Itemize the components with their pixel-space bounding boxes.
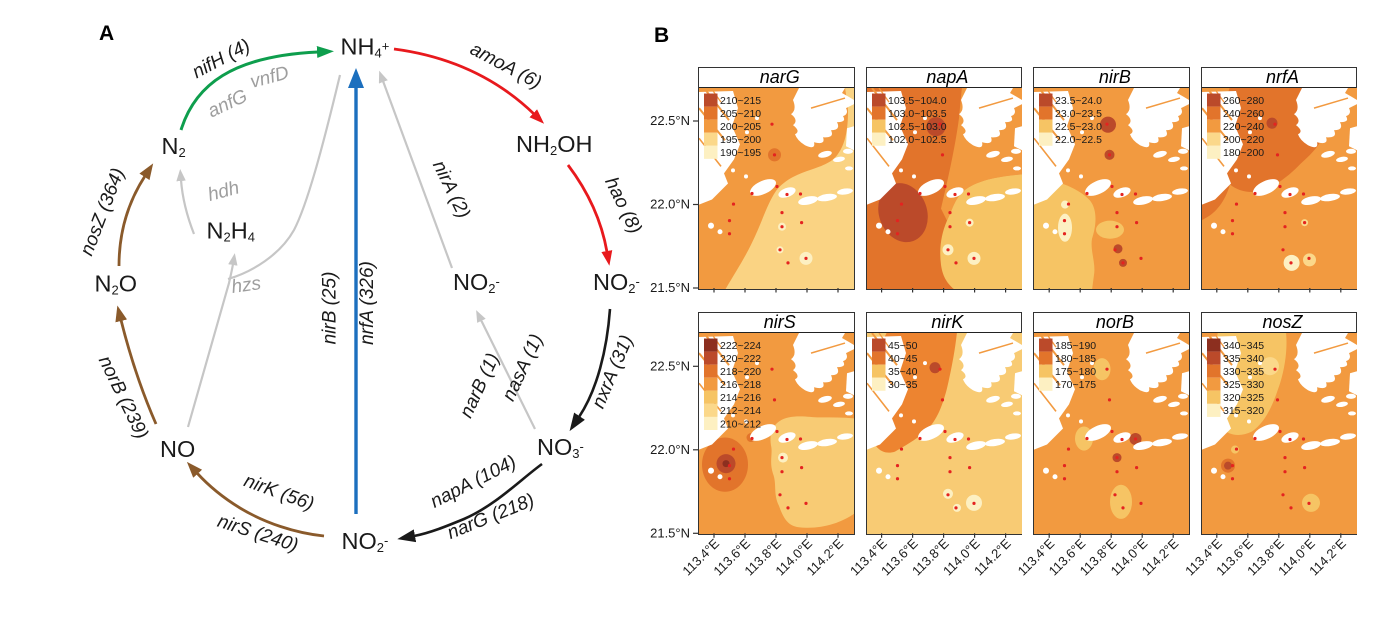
svg-text:214~216: 214~216 bbox=[720, 392, 761, 404]
svg-text:330~335: 330~335 bbox=[1223, 366, 1264, 378]
svg-text:N2: N2 bbox=[162, 133, 186, 160]
svg-text:22.0°N: 22.0°N bbox=[650, 197, 690, 212]
svg-text:340~345: 340~345 bbox=[1223, 340, 1264, 352]
svg-text:45~50: 45~50 bbox=[888, 340, 918, 352]
svg-text:325~330: 325~330 bbox=[1223, 379, 1264, 391]
svg-text:22.5~23.0: 22.5~23.0 bbox=[1055, 120, 1102, 132]
svg-text:220~240: 220~240 bbox=[1223, 120, 1264, 132]
svg-text:nrfA (326): nrfA (326) bbox=[357, 261, 378, 345]
svg-text:216~218: 216~218 bbox=[720, 379, 761, 391]
svg-text:N2O: N2O bbox=[95, 271, 138, 298]
svg-text:205~210: 205~210 bbox=[720, 107, 761, 119]
svg-text:NO2-: NO2- bbox=[593, 269, 640, 296]
svg-text:A: A bbox=[99, 22, 114, 45]
svg-text:22.5°N: 22.5°N bbox=[650, 113, 690, 128]
svg-text:320~325: 320~325 bbox=[1223, 392, 1264, 404]
svg-text:190~195: 190~195 bbox=[720, 147, 761, 159]
svg-text:212~214: 212~214 bbox=[720, 405, 761, 417]
svg-text:23.0~23.5: 23.0~23.5 bbox=[1055, 107, 1102, 119]
svg-text:335~340: 335~340 bbox=[1223, 353, 1264, 365]
svg-text:hzs: hzs bbox=[230, 273, 263, 298]
svg-text:170~175: 170~175 bbox=[1055, 379, 1096, 391]
svg-text:260~280: 260~280 bbox=[1223, 94, 1264, 106]
svg-text:NH2OH: NH2OH bbox=[516, 131, 592, 158]
svg-text:103.5~104.0: 103.5~104.0 bbox=[888, 94, 947, 106]
svg-text:218~220: 218~220 bbox=[720, 366, 761, 378]
svg-text:102.0~102.5: 102.0~102.5 bbox=[888, 134, 947, 146]
svg-text:185~190: 185~190 bbox=[1055, 340, 1096, 352]
svg-text:200~220: 200~220 bbox=[1223, 134, 1264, 146]
svg-text:22.0~22.5: 22.0~22.5 bbox=[1055, 134, 1102, 146]
svg-text:NO2-: NO2- bbox=[342, 528, 389, 555]
svg-text:200~205: 200~205 bbox=[720, 120, 761, 132]
svg-text:nirB (25): nirB (25) bbox=[320, 272, 341, 345]
svg-text:22.0°N: 22.0°N bbox=[650, 442, 690, 457]
svg-text:NO2-: NO2- bbox=[453, 269, 500, 296]
svg-text:210~212: 210~212 bbox=[720, 418, 761, 430]
svg-text:22.5°N: 22.5°N bbox=[650, 358, 690, 373]
svg-text:195~200: 195~200 bbox=[720, 134, 761, 146]
svg-text:30~35: 30~35 bbox=[888, 379, 918, 391]
svg-text:220~222: 220~222 bbox=[720, 353, 761, 365]
svg-text:102.5~103.0: 102.5~103.0 bbox=[888, 120, 947, 132]
svg-text:NO3-: NO3- bbox=[537, 434, 584, 461]
svg-text:315~320: 315~320 bbox=[1223, 405, 1264, 417]
svg-text:N2H4: N2H4 bbox=[207, 218, 255, 245]
svg-text:21.5°N: 21.5°N bbox=[650, 525, 690, 540]
svg-text:210~215: 210~215 bbox=[720, 94, 761, 106]
svg-text:NH4+: NH4+ bbox=[341, 34, 390, 61]
svg-text:222~224: 222~224 bbox=[720, 340, 761, 352]
svg-text:NO: NO bbox=[160, 436, 195, 462]
svg-text:180~185: 180~185 bbox=[1055, 353, 1096, 365]
svg-text:240~260: 240~260 bbox=[1223, 107, 1264, 119]
svg-text:103.0~103.5: 103.0~103.5 bbox=[888, 107, 947, 119]
svg-text:40~45: 40~45 bbox=[888, 353, 918, 365]
svg-text:175~180: 175~180 bbox=[1055, 366, 1096, 378]
svg-text:21.5°N: 21.5°N bbox=[650, 280, 690, 295]
svg-text:180~200: 180~200 bbox=[1223, 147, 1264, 159]
svg-text:35~40: 35~40 bbox=[888, 366, 918, 378]
svg-text:23.5~24.0: 23.5~24.0 bbox=[1055, 94, 1102, 106]
